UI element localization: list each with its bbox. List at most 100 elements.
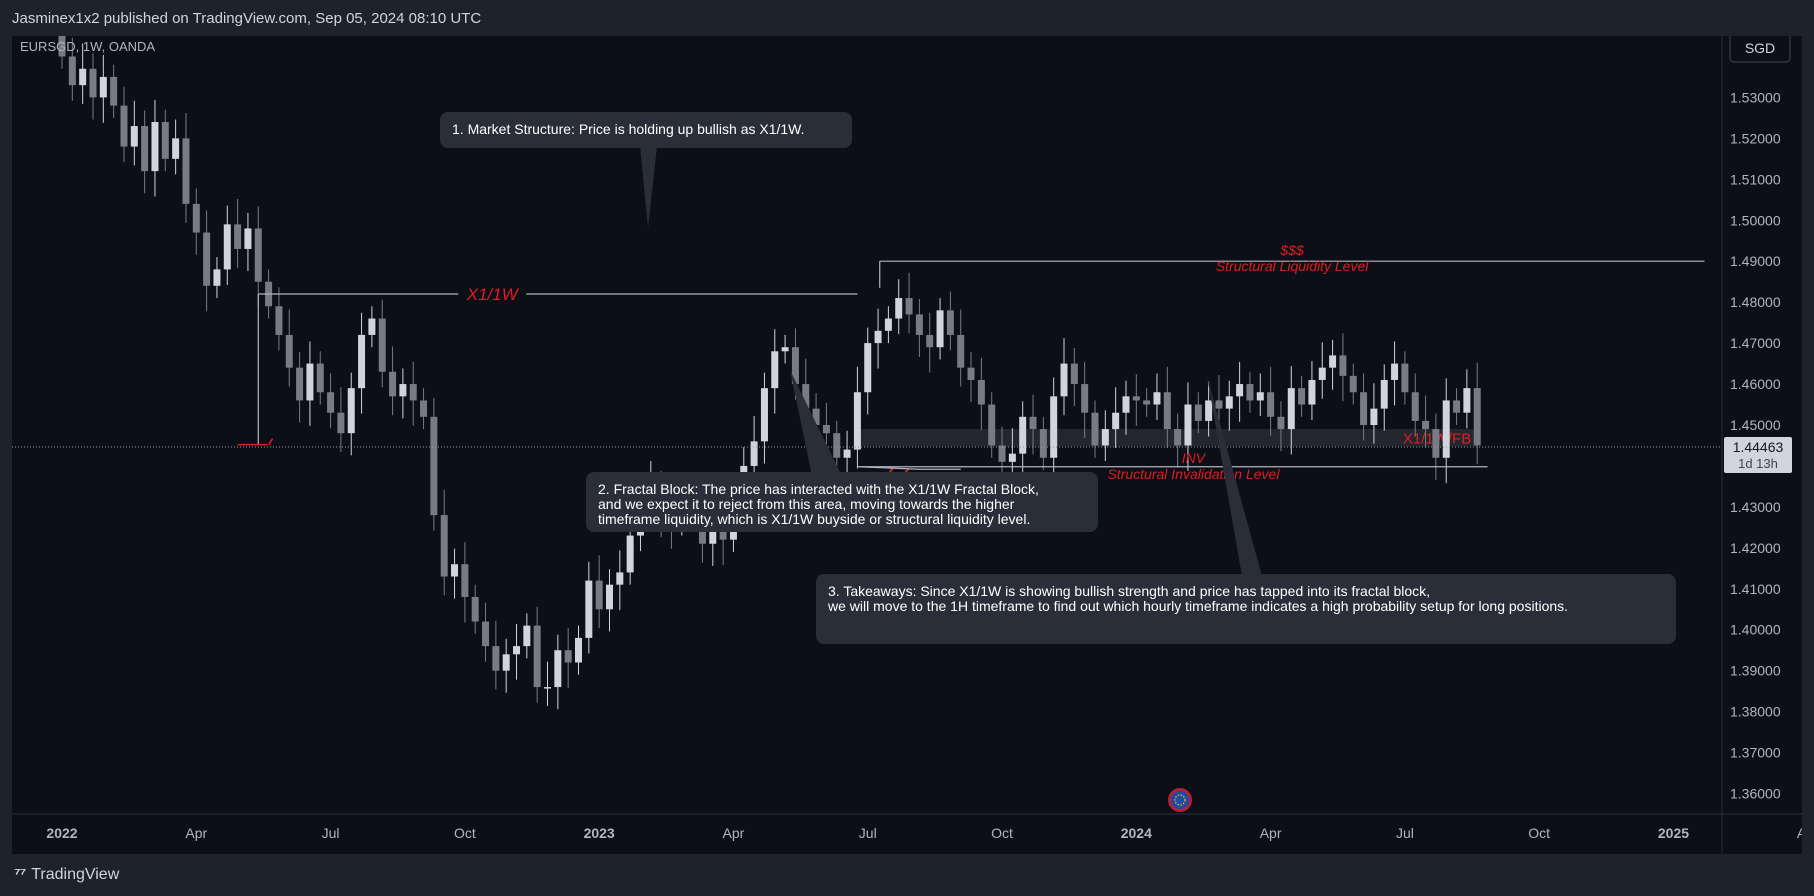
last-price-label: 1.44463 — [1733, 439, 1784, 455]
candle-body — [234, 224, 242, 249]
candle-body — [1205, 400, 1213, 421]
candle-body — [1453, 400, 1461, 413]
candle-body — [89, 68, 97, 98]
price-tick-label: 1.52000 — [1730, 130, 1781, 146]
candle-body — [967, 367, 975, 380]
candle-body — [1060, 363, 1068, 397]
callout-tail — [1207, 376, 1262, 576]
x1-1w-label-bg — [458, 283, 527, 304]
countdown-label: 1d 13h — [1738, 456, 1778, 471]
candle-body — [327, 392, 335, 413]
candle-body — [533, 625, 541, 688]
candle-body — [1091, 412, 1099, 446]
candle-body — [1370, 408, 1378, 425]
time-tick-label: Apr — [185, 825, 207, 841]
candle-body — [492, 646, 500, 671]
candle-body — [760, 388, 768, 442]
eu-stars-icon — [1174, 794, 1186, 806]
price-tick-label: 1.43000 — [1730, 499, 1781, 515]
candlestick-chart[interactable]: X1/1W/FB $$$Structural Liquidity LevelX1… — [12, 36, 1802, 854]
candle-body — [1070, 363, 1078, 385]
callout-fractal-block: 2. Fractal Block: The price has interact… — [586, 370, 1098, 532]
candle-body — [874, 330, 882, 344]
currency-button[interactable]: SGD — [1729, 36, 1791, 63]
invalidation-level-label: Structural Invalidation Level — [1107, 466, 1280, 482]
candle-body — [1339, 355, 1347, 376]
callout-tail — [790, 370, 842, 476]
callout-text-line: we will move to the 1H timeframe to find… — [827, 598, 1568, 614]
candle-body — [461, 564, 469, 597]
candle-body — [1236, 384, 1244, 397]
candle-body — [1329, 355, 1337, 368]
candle-body — [68, 56, 76, 86]
candle-body — [564, 650, 572, 663]
publisher-byline: Jasminex1x2 published on TradingView.com… — [12, 10, 482, 27]
candle-body — [1432, 429, 1440, 458]
candle-body — [595, 580, 603, 610]
candles — [58, 36, 1481, 710]
candle-body — [791, 347, 799, 385]
candle-body — [926, 334, 934, 348]
candle-body — [1050, 396, 1058, 458]
tradingview-brand[interactable]: ⁷⁷ TradingView — [14, 866, 119, 884]
time-tick-label: Oct — [1528, 825, 1550, 841]
candle-body — [130, 126, 138, 147]
price-axis[interactable]: 1.36000 1.37000 1.38000 1.39000 1.40000 1.410… — [1721, 36, 1802, 854]
candle-body — [1101, 429, 1109, 446]
candle-body — [1112, 412, 1120, 430]
chart-area[interactable]: X1/1W/FB $$$Structural Liquidity LevelX1… — [12, 36, 1802, 854]
time-axis[interactable]: 2022 Apr Jul Oct 2023 Apr Jul Oct 2024 Apr Jul Oct 2… — [12, 813, 1802, 841]
candle-body — [1287, 388, 1295, 430]
candle-body — [1153, 392, 1161, 405]
candle-body — [99, 76, 107, 98]
candle-body — [957, 334, 965, 368]
candle-body — [1184, 404, 1192, 446]
callout-text-line: and we expect it to reject from this are… — [598, 496, 1015, 512]
time-tick-label: Jul — [859, 825, 877, 841]
candle-body — [223, 224, 231, 270]
candle-body — [1225, 396, 1233, 409]
callout-market-structure: 1. Market Structure: Price is holding up… — [440, 112, 852, 228]
candle-body — [1267, 392, 1275, 417]
price-tick-label: 1.46000 — [1730, 376, 1781, 392]
candle-body — [833, 433, 841, 458]
candle-body — [853, 392, 861, 450]
candle-body — [1256, 392, 1264, 401]
sweep-marker-icon — [237, 438, 274, 446]
candle-body — [1401, 363, 1409, 393]
eu-flag-marker[interactable] — [1168, 788, 1192, 812]
candle-body — [192, 203, 200, 233]
time-tick-label: Oct — [454, 825, 476, 841]
time-tick-label: Jul — [1396, 825, 1414, 841]
time-tick-label: Oct — [991, 825, 1013, 841]
candle-body — [203, 232, 211, 286]
callout-text-line: timeframe liquidity, which is X1/1W buys… — [598, 511, 1030, 527]
callouts: 1. Market Structure: Price is holding up… — [440, 112, 1676, 644]
candle-body — [884, 318, 892, 331]
candle-body — [378, 318, 386, 372]
invalidation-tag: INV — [1182, 450, 1207, 466]
time-tick-label: 2025 — [1658, 825, 1689, 841]
candle-body — [399, 384, 407, 397]
candle-body — [915, 314, 923, 335]
candle-body — [750, 441, 758, 466]
candle-body — [1194, 404, 1202, 421]
candle-body — [513, 646, 521, 655]
candle-body — [843, 449, 851, 458]
callout-box — [586, 472, 1098, 532]
time-tick-label: Apr — [1260, 825, 1282, 841]
price-levels: $$$Structural Liquidity Level X1/1W INVStr… — [12, 242, 1722, 483]
time-tick-label: Jul — [322, 825, 340, 841]
x1-1w-level-label: X1/1W — [466, 285, 520, 304]
candle-body — [1215, 400, 1223, 409]
candle-body — [1411, 392, 1419, 421]
candle-body — [110, 76, 118, 106]
candle-body — [172, 138, 180, 159]
candle-body — [409, 384, 417, 401]
time-tick-label: 2022 — [46, 825, 77, 841]
candle-body — [554, 650, 562, 688]
price-tick-label: 1.36000 — [1730, 786, 1781, 802]
candle-body — [822, 425, 830, 434]
liquidity-level-label: Structural Liquidity Level — [1216, 258, 1369, 274]
time-tick-label: 2024 — [1121, 825, 1152, 841]
